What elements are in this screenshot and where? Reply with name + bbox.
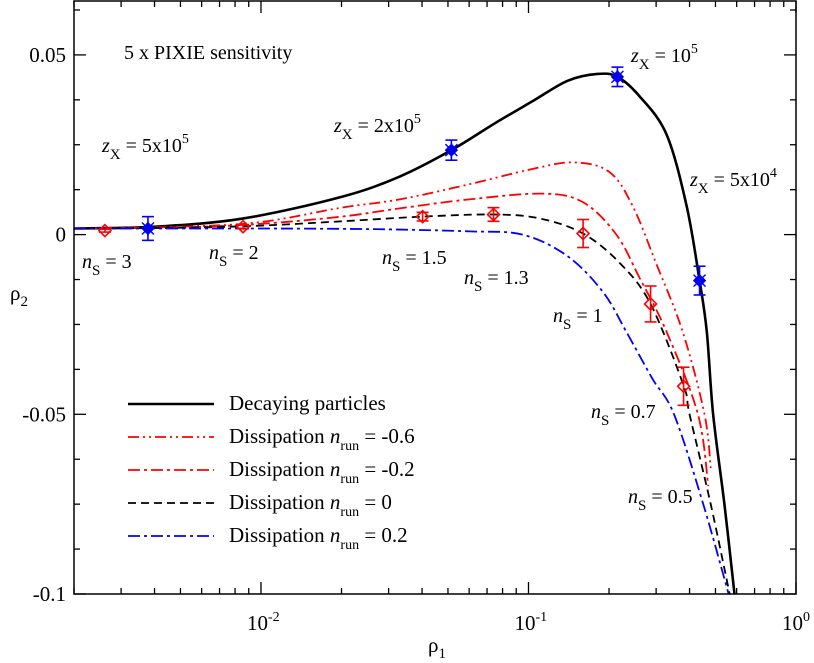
diamond-marker [486,207,501,222]
data-point [415,209,430,224]
legend: Decaying particles Dissipation nrun = -0.… [128,391,415,553]
legend-label: Decaying particles [229,391,386,415]
x-axis-label: ρ1 [428,633,446,662]
legend-label: Dissipation nrun = 0.2 [229,523,408,553]
star-marker [444,143,458,158]
y-tick-label: 0.05 [29,43,66,67]
data-point [486,206,501,223]
plot-frame [73,0,797,595]
diamond-marker [415,209,430,224]
y-tick-label: 0 [56,223,67,247]
data-point [97,223,113,238]
data-point [692,265,707,296]
zx-annotation: zX = 105 [630,42,698,73]
star-marker [610,69,624,84]
star-marker [693,273,707,288]
series-line-3 [74,213,731,594]
x-tick-label: 10-1 [514,610,547,635]
data-point [575,218,591,249]
data-point [610,66,625,88]
diamond-marker [575,226,591,241]
ns-annotation: nS = 1.3 [464,267,529,295]
axis-ticks: 10-2 10-1 100 0.05 0 -0.05 -0.1 [22,1,810,635]
ns-annotation: nS = 0.5 [628,486,693,514]
diamond-marker [97,223,113,238]
zx-annotation: zX = 2x105 [333,112,421,143]
zx-annotation: zX = 5x104 [689,166,777,197]
diamond-marker [676,379,691,394]
series-line-1 [74,161,712,469]
data-point [444,139,459,162]
ns-annotation: nS = 0.7 [591,401,656,429]
ns-annotation: nS = 2 [209,242,259,270]
data-point [676,366,691,407]
diamond-marker [643,296,658,312]
series-line-4 [74,227,730,594]
diamond-marker [235,219,251,234]
legend-label: Dissipation nrun = 0 [229,490,392,520]
ns-annotation: nS = 3 [82,251,132,279]
zx-annotation: zX = 5x105 [101,132,189,163]
sensitivity-annotation: 5 x PIXIE sensitivity [124,42,292,64]
series-line-0 [74,72,736,594]
data-point [643,285,658,323]
curves [74,72,736,594]
ns-annotation: nS = 1 [553,305,603,333]
y-tick-label: -0.05 [22,402,66,426]
ns-annotation: nS = 1.5 [382,247,447,275]
markers [97,66,707,407]
annotations: zX = 5x105 zX = 2x105 zX = 105 zX = 5x104 nS… [82,42,777,514]
legend-label: Dissipation nrun = -0.6 [229,424,415,454]
data-point [141,215,155,242]
y-axis-label: ρ2 [10,281,28,310]
legend-label: Dissipation nrun = -0.2 [229,457,415,487]
x-tick-label: 10-2 [247,610,280,635]
star-marker [141,221,155,236]
x-tick-label: 100 [782,610,810,635]
y-tick-label: -0.1 [33,582,66,606]
series-line-2 [74,192,710,487]
data-point [235,219,251,234]
